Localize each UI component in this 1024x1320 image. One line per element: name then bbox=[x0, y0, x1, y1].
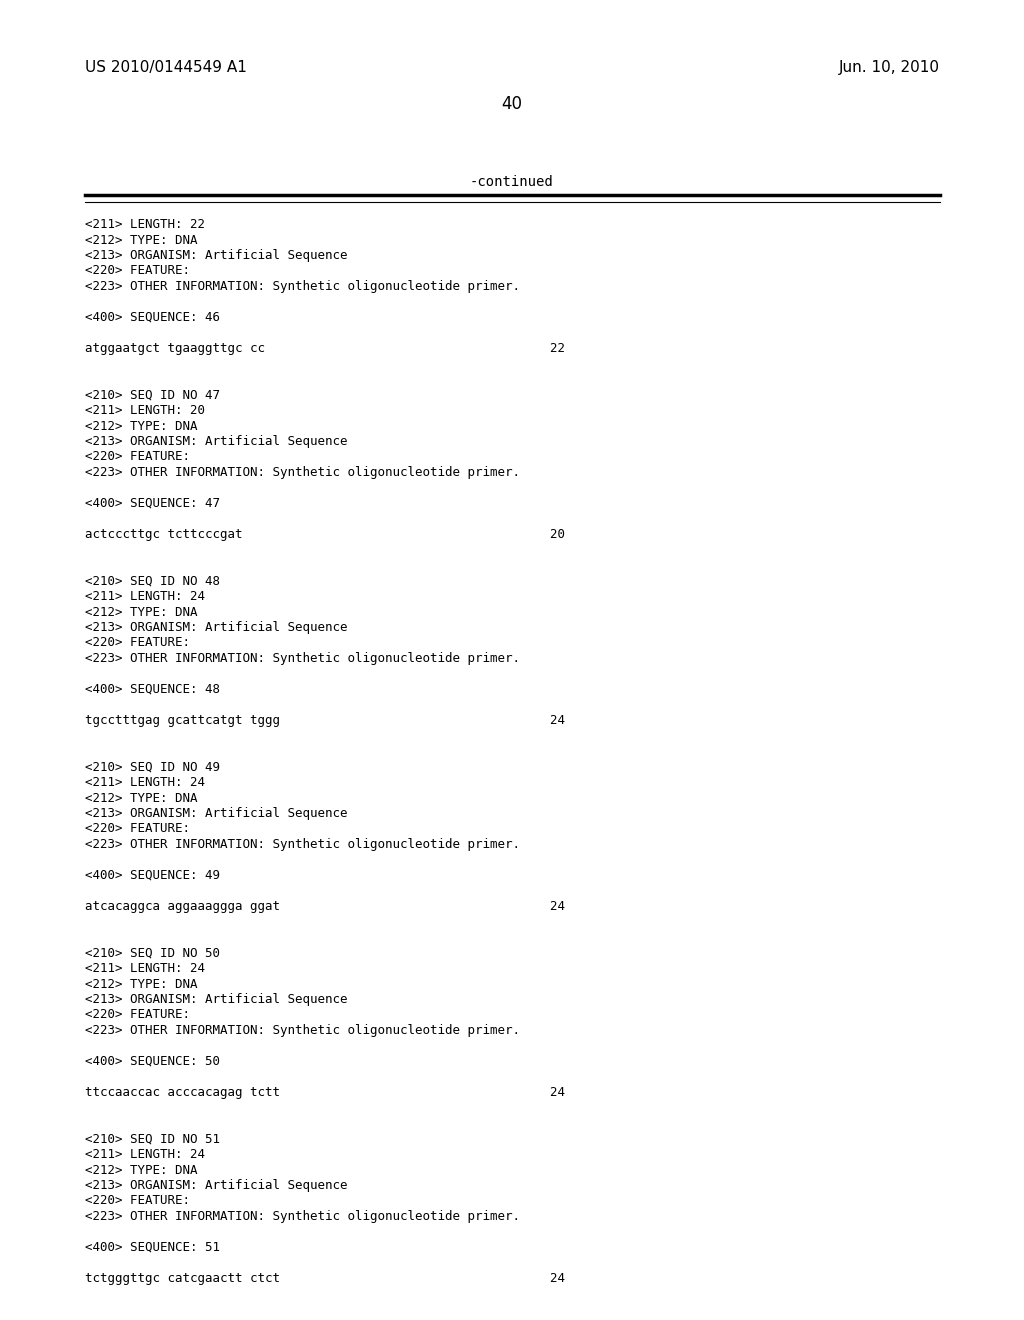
Text: <212> TYPE: DNA: <212> TYPE: DNA bbox=[85, 234, 198, 247]
Text: tctgggttgc catcgaactt ctct                                    24: tctgggttgc catcgaactt ctct 24 bbox=[85, 1272, 565, 1284]
Text: <220> FEATURE:: <220> FEATURE: bbox=[85, 264, 190, 277]
Text: -continued: -continued bbox=[470, 176, 554, 189]
Text: <400> SEQUENCE: 51: <400> SEQUENCE: 51 bbox=[85, 1241, 220, 1254]
Text: <212> TYPE: DNA: <212> TYPE: DNA bbox=[85, 792, 198, 804]
Text: <223> OTHER INFORMATION: Synthetic oligonucleotide primer.: <223> OTHER INFORMATION: Synthetic oligo… bbox=[85, 652, 520, 665]
Text: <223> OTHER INFORMATION: Synthetic oligonucleotide primer.: <223> OTHER INFORMATION: Synthetic oligo… bbox=[85, 1024, 520, 1038]
Text: <220> FEATURE:: <220> FEATURE: bbox=[85, 636, 190, 649]
Text: <400> SEQUENCE: 49: <400> SEQUENCE: 49 bbox=[85, 869, 220, 882]
Text: <210> SEQ ID NO 49: <210> SEQ ID NO 49 bbox=[85, 760, 220, 774]
Text: <223> OTHER INFORMATION: Synthetic oligonucleotide primer.: <223> OTHER INFORMATION: Synthetic oligo… bbox=[85, 280, 520, 293]
Text: 40: 40 bbox=[502, 95, 522, 114]
Text: atggaatgct tgaaggttgc cc                                      22: atggaatgct tgaaggttgc cc 22 bbox=[85, 342, 565, 355]
Text: tgcctttgag gcattcatgt tggg                                    24: tgcctttgag gcattcatgt tggg 24 bbox=[85, 714, 565, 727]
Text: <210> SEQ ID NO 47: <210> SEQ ID NO 47 bbox=[85, 388, 220, 401]
Text: Jun. 10, 2010: Jun. 10, 2010 bbox=[839, 59, 940, 75]
Text: <210> SEQ ID NO 50: <210> SEQ ID NO 50 bbox=[85, 946, 220, 960]
Text: <213> ORGANISM: Artificial Sequence: <213> ORGANISM: Artificial Sequence bbox=[85, 807, 347, 820]
Text: <211> LENGTH: 20: <211> LENGTH: 20 bbox=[85, 404, 205, 417]
Text: actcccttgc tcttcccgat                                         20: actcccttgc tcttcccgat 20 bbox=[85, 528, 565, 541]
Text: <210> SEQ ID NO 51: <210> SEQ ID NO 51 bbox=[85, 1133, 220, 1146]
Text: atcacaggca aggaaaggga ggat                                    24: atcacaggca aggaaaggga ggat 24 bbox=[85, 900, 565, 913]
Text: <213> ORGANISM: Artificial Sequence: <213> ORGANISM: Artificial Sequence bbox=[85, 249, 347, 261]
Text: <220> FEATURE:: <220> FEATURE: bbox=[85, 1195, 190, 1208]
Text: <220> FEATURE:: <220> FEATURE: bbox=[85, 822, 190, 836]
Text: <223> OTHER INFORMATION: Synthetic oligonucleotide primer.: <223> OTHER INFORMATION: Synthetic oligo… bbox=[85, 1210, 520, 1224]
Text: ttccaaccac acccacagag tctt                                    24: ttccaaccac acccacagag tctt 24 bbox=[85, 1086, 565, 1100]
Text: <400> SEQUENCE: 47: <400> SEQUENCE: 47 bbox=[85, 498, 220, 510]
Text: <220> FEATURE:: <220> FEATURE: bbox=[85, 1008, 190, 1022]
Text: <211> LENGTH: 24: <211> LENGTH: 24 bbox=[85, 962, 205, 975]
Text: <213> ORGANISM: Artificial Sequence: <213> ORGANISM: Artificial Sequence bbox=[85, 436, 347, 447]
Text: <400> SEQUENCE: 50: <400> SEQUENCE: 50 bbox=[85, 1055, 220, 1068]
Text: <223> OTHER INFORMATION: Synthetic oligonucleotide primer.: <223> OTHER INFORMATION: Synthetic oligo… bbox=[85, 838, 520, 851]
Text: <213> ORGANISM: Artificial Sequence: <213> ORGANISM: Artificial Sequence bbox=[85, 620, 347, 634]
Text: <213> ORGANISM: Artificial Sequence: <213> ORGANISM: Artificial Sequence bbox=[85, 993, 347, 1006]
Text: <220> FEATURE:: <220> FEATURE: bbox=[85, 450, 190, 463]
Text: <211> LENGTH: 24: <211> LENGTH: 24 bbox=[85, 776, 205, 789]
Text: <212> TYPE: DNA: <212> TYPE: DNA bbox=[85, 978, 198, 990]
Text: <211> LENGTH: 24: <211> LENGTH: 24 bbox=[85, 1148, 205, 1162]
Text: <211> LENGTH: 22: <211> LENGTH: 22 bbox=[85, 218, 205, 231]
Text: <212> TYPE: DNA: <212> TYPE: DNA bbox=[85, 606, 198, 619]
Text: <211> LENGTH: 24: <211> LENGTH: 24 bbox=[85, 590, 205, 603]
Text: <400> SEQUENCE: 48: <400> SEQUENCE: 48 bbox=[85, 682, 220, 696]
Text: <213> ORGANISM: Artificial Sequence: <213> ORGANISM: Artificial Sequence bbox=[85, 1179, 347, 1192]
Text: US 2010/0144549 A1: US 2010/0144549 A1 bbox=[85, 59, 247, 75]
Text: <212> TYPE: DNA: <212> TYPE: DNA bbox=[85, 1163, 198, 1176]
Text: <400> SEQUENCE: 46: <400> SEQUENCE: 46 bbox=[85, 312, 220, 323]
Text: <223> OTHER INFORMATION: Synthetic oligonucleotide primer.: <223> OTHER INFORMATION: Synthetic oligo… bbox=[85, 466, 520, 479]
Text: <210> SEQ ID NO 48: <210> SEQ ID NO 48 bbox=[85, 574, 220, 587]
Text: <212> TYPE: DNA: <212> TYPE: DNA bbox=[85, 420, 198, 433]
